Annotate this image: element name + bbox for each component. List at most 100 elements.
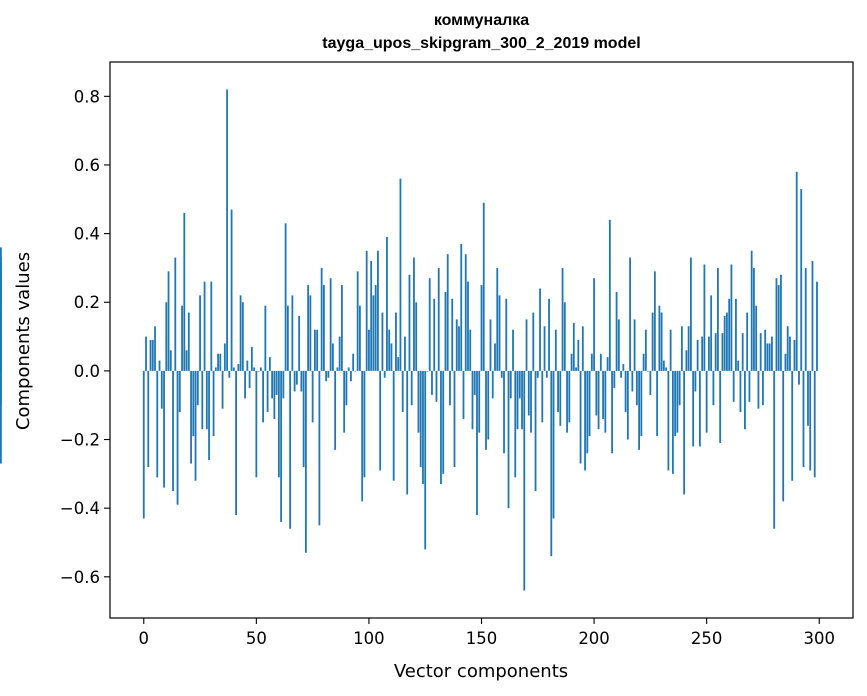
bar bbox=[548, 298, 550, 371]
bar bbox=[638, 370, 641, 450]
bar bbox=[777, 285, 780, 371]
bar bbox=[602, 370, 604, 419]
bar bbox=[795, 171, 798, 371]
bar bbox=[728, 298, 731, 371]
bar bbox=[455, 319, 458, 371]
bar bbox=[449, 370, 451, 406]
bar bbox=[680, 326, 683, 371]
bar bbox=[280, 370, 283, 522]
bar bbox=[800, 188, 803, 371]
bar bbox=[217, 353, 219, 371]
bar bbox=[780, 274, 782, 371]
bar bbox=[248, 370, 251, 389]
bar bbox=[428, 278, 431, 371]
bar bbox=[277, 370, 280, 478]
bar bbox=[322, 285, 325, 371]
bar bbox=[714, 333, 717, 371]
bar bbox=[572, 322, 575, 371]
bar bbox=[271, 370, 274, 399]
chart-title: коммуналка bbox=[433, 12, 530, 29]
bar bbox=[185, 350, 188, 371]
bar bbox=[518, 370, 521, 399]
bar bbox=[568, 370, 571, 423]
bar bbox=[705, 370, 708, 433]
bar bbox=[284, 223, 287, 371]
bar bbox=[536, 370, 539, 378]
bar bbox=[331, 343, 334, 371]
bar bbox=[377, 250, 379, 371]
bar bbox=[390, 343, 393, 371]
bar bbox=[683, 370, 686, 495]
bar bbox=[604, 370, 607, 433]
bar bbox=[406, 370, 409, 495]
bar bbox=[291, 295, 294, 371]
bar bbox=[726, 312, 728, 371]
bar bbox=[397, 357, 400, 371]
bar bbox=[172, 370, 174, 492]
bar bbox=[241, 302, 244, 371]
bar bbox=[350, 370, 352, 382]
bar bbox=[613, 370, 616, 389]
bar bbox=[579, 370, 582, 464]
bar bbox=[563, 302, 566, 371]
x-tick-label: 300 bbox=[803, 629, 835, 648]
bar bbox=[0, 336, 2, 371]
bar bbox=[482, 202, 485, 371]
bar bbox=[203, 281, 206, 371]
bar bbox=[431, 370, 433, 395]
bar bbox=[147, 370, 150, 467]
bar bbox=[737, 360, 740, 371]
bar bbox=[302, 370, 305, 467]
bar bbox=[689, 257, 692, 371]
bar bbox=[741, 333, 744, 371]
bar bbox=[503, 370, 505, 454]
bar bbox=[698, 370, 701, 447]
y-tick-label: 0.0 bbox=[74, 362, 100, 381]
bar bbox=[178, 370, 181, 413]
bar bbox=[487, 370, 490, 440]
bar bbox=[644, 329, 647, 371]
bar bbox=[205, 370, 208, 430]
y-axis-label: Components values bbox=[13, 252, 34, 430]
bars-group bbox=[0, 89, 818, 591]
bar bbox=[798, 370, 800, 385]
bar bbox=[624, 370, 627, 413]
bar bbox=[304, 370, 307, 553]
bar bbox=[793, 340, 796, 371]
bar bbox=[816, 281, 818, 371]
bar bbox=[368, 329, 370, 371]
bar bbox=[647, 370, 650, 372]
bar bbox=[608, 219, 611, 371]
bar bbox=[629, 257, 632, 371]
bar bbox=[489, 319, 492, 371]
bar bbox=[381, 312, 384, 371]
bar bbox=[676, 370, 679, 433]
bar bbox=[620, 370, 622, 378]
bar bbox=[311, 370, 314, 423]
x-axis: 0 50 100 150 200 250 300 bbox=[139, 618, 835, 648]
bar bbox=[226, 89, 228, 371]
bar bbox=[228, 370, 231, 378]
bar bbox=[512, 329, 514, 371]
bar bbox=[392, 370, 395, 481]
bar bbox=[352, 353, 355, 371]
bar bbox=[154, 326, 156, 371]
bar bbox=[257, 370, 260, 372]
bar bbox=[476, 370, 478, 516]
bar bbox=[169, 350, 172, 371]
bar bbox=[701, 336, 704, 371]
bar bbox=[0, 370, 2, 406]
bar bbox=[730, 264, 733, 371]
bar bbox=[626, 370, 629, 440]
bar bbox=[498, 295, 501, 371]
bar bbox=[802, 370, 805, 467]
bar bbox=[485, 370, 487, 450]
bar bbox=[674, 370, 677, 437]
bar bbox=[426, 370, 429, 372]
bar bbox=[372, 295, 375, 371]
bar bbox=[791, 370, 794, 481]
bar bbox=[649, 370, 652, 395]
bar bbox=[471, 370, 474, 430]
bar bbox=[318, 370, 321, 526]
bar bbox=[293, 370, 296, 392]
